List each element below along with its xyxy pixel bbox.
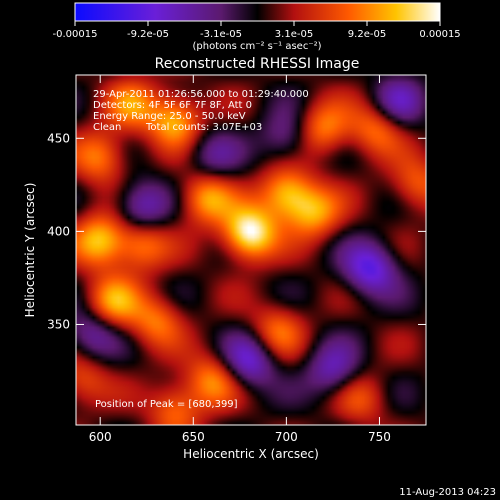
energy-range: Energy Range: 25.0 - 50.0 keV bbox=[93, 111, 246, 122]
y-axis-label: Heliocentric Y (arcsec) bbox=[23, 183, 37, 318]
footer-date: 11-Aug-2013 04:23 bbox=[399, 487, 496, 498]
colorbar-tick-label: -9.2e-05 bbox=[127, 29, 169, 40]
colorbar-tick-label: -0.00015 bbox=[53, 29, 98, 40]
colorbar-tick-label: 3.1e-05 bbox=[275, 29, 313, 40]
x-tick-label: 600 bbox=[89, 430, 112, 444]
time-range: 29-Apr-2011 01:26:56.000 to 01:29:40.000 bbox=[93, 89, 309, 100]
x-tick-label: 650 bbox=[182, 430, 205, 444]
x-tick-label: 700 bbox=[275, 430, 298, 444]
colorbar: -0.00015 -9.2e-05 -3.1e-05 3.1e-05 9.2e-05 0.… bbox=[53, 2, 461, 52]
info-block: 29-Apr-2011 01:26:56.000 to 01:29:40.000… bbox=[93, 89, 309, 133]
detectors: Detectors: 4F 5F 6F 7F 8F, Att 0 bbox=[93, 100, 252, 111]
y-tick-label: 350 bbox=[47, 317, 70, 331]
heatmap-raster bbox=[76, 75, 426, 425]
y-axis: 350 400 450 bbox=[47, 131, 426, 331]
colorbar-tick-label: 9.2e-05 bbox=[348, 29, 386, 40]
colorbar-tick-label: -3.1e-05 bbox=[200, 29, 242, 40]
method: Clean bbox=[93, 122, 121, 133]
chart-title: Reconstructed RHESSI Image bbox=[155, 56, 360, 72]
peak-position-label: Position of Peak = [680,399] bbox=[95, 399, 238, 410]
x-tick-label: 750 bbox=[368, 430, 391, 444]
heatmap-image bbox=[76, 75, 426, 425]
y-tick-label: 450 bbox=[47, 131, 70, 145]
colorbar-label: (photons cm⁻² s⁻¹ asec⁻²) bbox=[192, 41, 321, 52]
y-tick-label: 400 bbox=[47, 224, 70, 238]
plot-frame bbox=[75, 74, 427, 426]
colorbar-ticks: -0.00015 -9.2e-05 -3.1e-05 3.1e-05 9.2e-05 0.… bbox=[53, 21, 461, 40]
x-axis-label: Heliocentric X (arcsec) bbox=[183, 447, 319, 461]
colorbar-tick-label: 0.00015 bbox=[419, 29, 460, 40]
total-counts: Total counts: 3.07E+03 bbox=[145, 122, 262, 133]
x-axis: 600 650 700 750 bbox=[89, 75, 391, 444]
colorbar-gradient bbox=[74, 2, 441, 22]
